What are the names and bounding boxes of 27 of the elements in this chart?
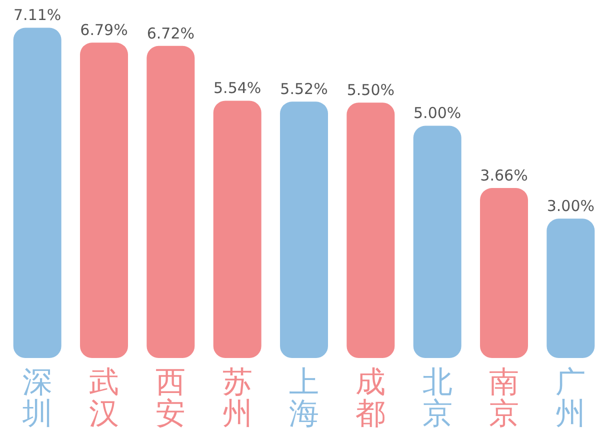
data-label: 7.11% — [14, 6, 62, 24]
x-tick-label: 北京 — [422, 366, 452, 431]
bar — [80, 42, 128, 358]
data-label: 5.54% — [214, 79, 262, 98]
x-tick-label: 武汉 — [89, 366, 119, 431]
data-label: 6.72% — [146, 24, 194, 42]
x-tick-label: 南京 — [489, 366, 519, 431]
bar — [213, 100, 262, 358]
bar — [13, 28, 62, 358]
bar — [146, 46, 195, 358]
bar — [280, 102, 328, 358]
x-tick-label: 苏州 — [222, 366, 252, 431]
bar — [546, 218, 595, 358]
data-label: 5.00% — [414, 104, 462, 122]
data-label: 6.79% — [80, 21, 128, 40]
bar — [480, 188, 528, 358]
data-label: 3.66% — [480, 166, 528, 184]
x-tick-label: 成都 — [356, 366, 386, 431]
x-tick-label: 上海 — [289, 366, 319, 431]
bar — [413, 126, 462, 358]
x-tick-label: 广州 — [556, 366, 586, 431]
x-tick-label: 西安 — [156, 366, 186, 431]
data-label: 3.00% — [546, 197, 594, 216]
x-tick-label: 深圳 — [21, 366, 52, 431]
data-label: 5.52% — [280, 80, 328, 98]
bar — [346, 102, 395, 358]
data-label: 5.50% — [346, 80, 394, 99]
